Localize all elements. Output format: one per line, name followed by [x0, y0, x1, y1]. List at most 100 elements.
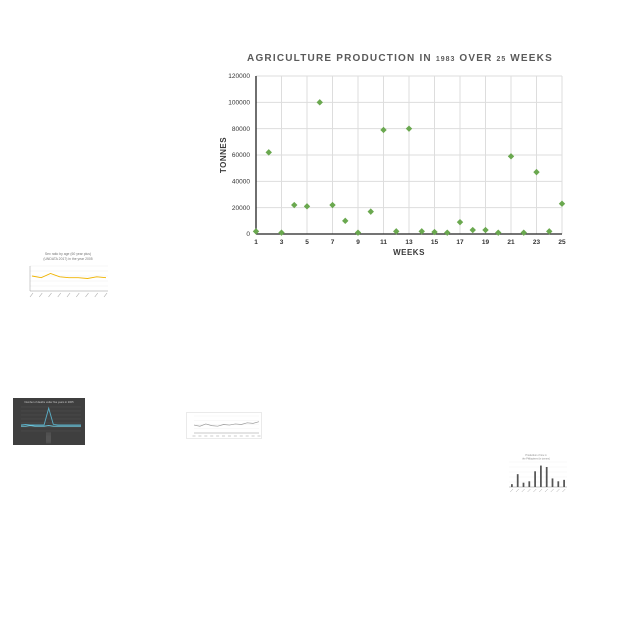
y-tick-label: 40000 — [232, 179, 250, 186]
x-tick-label: 1 — [254, 239, 258, 246]
x-tick-label: 13 — [405, 239, 413, 246]
data-point — [252, 228, 260, 235]
gridlines — [255, 75, 563, 235]
thumb1-x-label-mark — [57, 292, 61, 298]
data-point — [546, 228, 553, 235]
y-tick-label: 100000 — [228, 100, 250, 107]
data-point — [405, 125, 413, 132]
data-point — [278, 229, 285, 236]
y-tick-label: 60000 — [232, 152, 250, 159]
data-point — [418, 228, 425, 235]
data-point — [533, 168, 540, 176]
thumb1-series-line — [31, 273, 107, 279]
x-tick-label: 7 — [331, 239, 335, 246]
data-point — [482, 226, 489, 234]
title-weeks: 25 — [496, 56, 507, 63]
data-point — [265, 149, 272, 156]
data-point — [558, 200, 566, 207]
thumb4-title-line1: Production of rice in — [525, 454, 547, 457]
y-axis-title: TONNES — [219, 137, 228, 173]
thumb4-bar — [545, 467, 548, 487]
x-tick-label: 15 — [431, 239, 439, 246]
data-point — [507, 153, 515, 160]
thumb4-x-label-mark — [538, 488, 543, 493]
data-point — [469, 226, 476, 234]
data-point — [316, 99, 323, 106]
thumb4-x-label-mark — [527, 488, 531, 493]
thumb4-title-line2: the Philippines (in tonnes) — [522, 458, 550, 461]
x-tick-label: 5 — [305, 239, 309, 246]
data-point — [520, 229, 527, 236]
thumb4-x-label-mark — [533, 488, 537, 493]
thumb4-bar — [551, 478, 554, 487]
y-tick-label: 0 — [246, 231, 250, 238]
thumb4-bar — [563, 479, 565, 487]
x-tick-label: 17 — [456, 239, 464, 246]
thumb4-bar — [534, 471, 536, 487]
x-tick-label: 21 — [507, 239, 515, 246]
title-pre: AGRICULTURE PRODUCTION IN — [247, 53, 432, 64]
thumb4-x-label-mark — [544, 488, 549, 493]
thumb1-title-line1: Sex ratio by age (60 year plus) — [45, 252, 91, 256]
thumb1-title-line2: (UNDATA 2017) in the year 2005 — [43, 257, 92, 261]
x-tick-label: 23 — [533, 239, 541, 246]
data-point — [291, 201, 298, 209]
data-point — [367, 208, 374, 215]
data-point — [456, 218, 464, 226]
data-point — [495, 229, 502, 236]
thumb3-series-line — [193, 421, 260, 427]
thumb1-x-label-mark — [29, 292, 34, 298]
thumb1-x-label-mark — [39, 292, 43, 298]
data-point — [329, 201, 336, 209]
x-axis-title: WEEKS — [393, 248, 425, 257]
thumb3-frame — [186, 412, 262, 439]
thumb2-background — [13, 398, 85, 445]
thumb1-x-label-mark — [48, 292, 52, 298]
thumb1-x-label-mark — [94, 292, 98, 298]
data-point — [342, 217, 349, 225]
thumb1-x-label-mark — [66, 292, 71, 298]
thumb4-x-label-mark — [562, 488, 566, 493]
thumb4-x-label-mark — [550, 488, 554, 493]
main-chart-title: AGRICULTURE PRODUCTION IN 1983 OVER 25 W… — [205, 53, 595, 64]
thumb1-x-label-mark — [76, 292, 80, 298]
thumb4-bar — [516, 474, 519, 487]
thumb2-series-line — [20, 406, 81, 426]
thumb4-x-label-mark — [509, 488, 514, 493]
x-tick-label: 9 — [356, 239, 360, 246]
title-mid: OVER — [459, 53, 493, 64]
thumb4-x-label-mark — [521, 488, 525, 493]
thumb2-title: Number of deaths under five years in 200… — [24, 400, 74, 404]
thumb1-x-label-mark — [85, 292, 89, 298]
thumb4-bar — [540, 465, 542, 487]
thumb-line-chart — [186, 412, 262, 439]
thumb-sex-ratio-chart: Sex ratio by age (60 year plus) (UNDATA 2… — [22, 248, 114, 310]
y-tick-label: 20000 — [232, 205, 250, 212]
thumb4-x-label-mark — [556, 488, 560, 493]
thumb4-x-label-mark — [515, 488, 520, 493]
thumb-deaths-chart: Number of deaths under five years in 200… — [13, 398, 85, 445]
thumb4-bar — [557, 481, 560, 487]
data-point — [380, 126, 387, 134]
thumb-rice-bar-chart: Production of rice in the Philippines (in… — [503, 451, 569, 505]
title-post: WEEKS — [510, 53, 553, 64]
data-point — [354, 229, 362, 236]
data-point — [303, 203, 311, 210]
data-point — [444, 229, 451, 236]
x-tick-label: 25 — [558, 239, 566, 246]
thumb1-x-label-mark — [103, 292, 108, 298]
y-tick-label: 120000 — [228, 73, 250, 80]
y-tick-label: 80000 — [232, 126, 250, 133]
thumb4-bar — [522, 482, 525, 487]
x-tick-label: 11 — [380, 239, 387, 246]
thumb2-series-line — [21, 425, 81, 427]
x-tick-label: 19 — [482, 239, 490, 246]
data-point — [393, 228, 400, 235]
thumb4-bar — [511, 484, 513, 487]
thumb4-bar — [528, 481, 531, 487]
x-tick-label: 3 — [280, 239, 284, 246]
data-point — [431, 228, 438, 236]
title-year: 1983 — [435, 56, 456, 63]
